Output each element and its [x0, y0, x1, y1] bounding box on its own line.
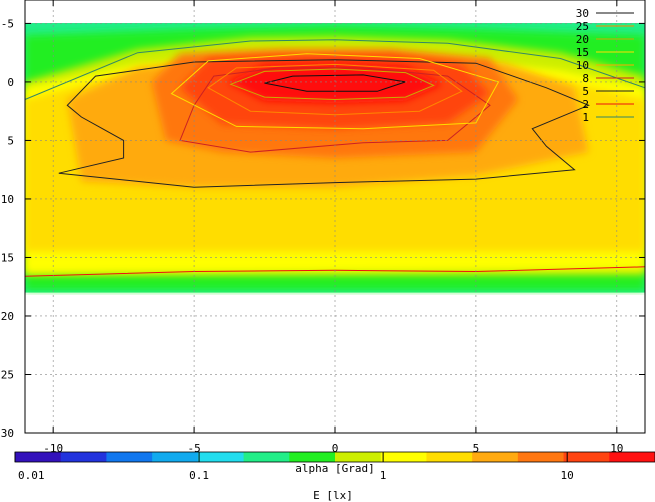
colorbar-segment	[517, 452, 565, 462]
colorbar-segment	[152, 452, 199, 462]
legend-label: 25	[576, 20, 589, 33]
legend-label: 5	[582, 85, 589, 98]
legend-label: 1	[582, 111, 589, 124]
legend-label: 8	[582, 72, 589, 85]
contour-line	[229, 68, 435, 101]
y-tick-label: 15	[1, 251, 14, 264]
colorbar-segment	[197, 452, 245, 462]
colorbar-segment	[563, 452, 610, 462]
colorbar-tick-label: 1	[380, 469, 387, 482]
legend-label: 15	[576, 46, 589, 59]
y-tick-label: 0	[7, 76, 14, 89]
colorbar-segment	[289, 452, 336, 462]
contour-line	[207, 63, 463, 116]
heat-band	[227, 63, 443, 103]
legend-label: 2	[582, 98, 589, 111]
colorbar-segment	[243, 452, 290, 462]
colorbar-tick-label: 10	[561, 469, 574, 482]
colorbar	[14, 451, 655, 463]
colorbar-segment	[335, 452, 382, 462]
y-tick-label: 20	[1, 310, 14, 323]
colorbar-label: E [lx]	[313, 489, 353, 502]
y-tick-label: 30	[1, 427, 14, 440]
colorbar-tick-label: 0.01	[18, 469, 45, 482]
heatmap-field	[25, 23, 645, 293]
colorbar-segment	[609, 452, 655, 462]
legend-label: 20	[576, 33, 589, 46]
colorbar-segment	[472, 452, 519, 462]
contour-line	[58, 59, 590, 188]
x-tick-label: 5	[473, 442, 480, 455]
x-tick-label: 0	[332, 442, 339, 455]
contour-line	[179, 67, 491, 153]
colorbar-segment	[380, 452, 427, 462]
contour-line	[170, 53, 500, 130]
colorbar-segment	[106, 452, 153, 462]
y-tick-label: -5	[1, 17, 14, 30]
contour-lines	[24, 39, 646, 277]
colorbar-tick-label: 0.1	[189, 469, 209, 482]
legend-label: 30	[576, 7, 589, 20]
colorbar-segment	[60, 452, 107, 462]
colorbar-segment	[15, 452, 62, 462]
y-tick-label: 10	[1, 193, 14, 206]
y-tick-label: 5	[7, 134, 14, 147]
x-axis-label: alpha [Grad]	[295, 462, 374, 475]
colorbar-ticks: 0.01 0.1 1 10	[14, 452, 574, 482]
colorbar-segment	[426, 452, 473, 462]
legend-label: 10	[576, 59, 589, 72]
y-tick-label: 25	[1, 368, 14, 381]
contour-line	[24, 39, 646, 100]
